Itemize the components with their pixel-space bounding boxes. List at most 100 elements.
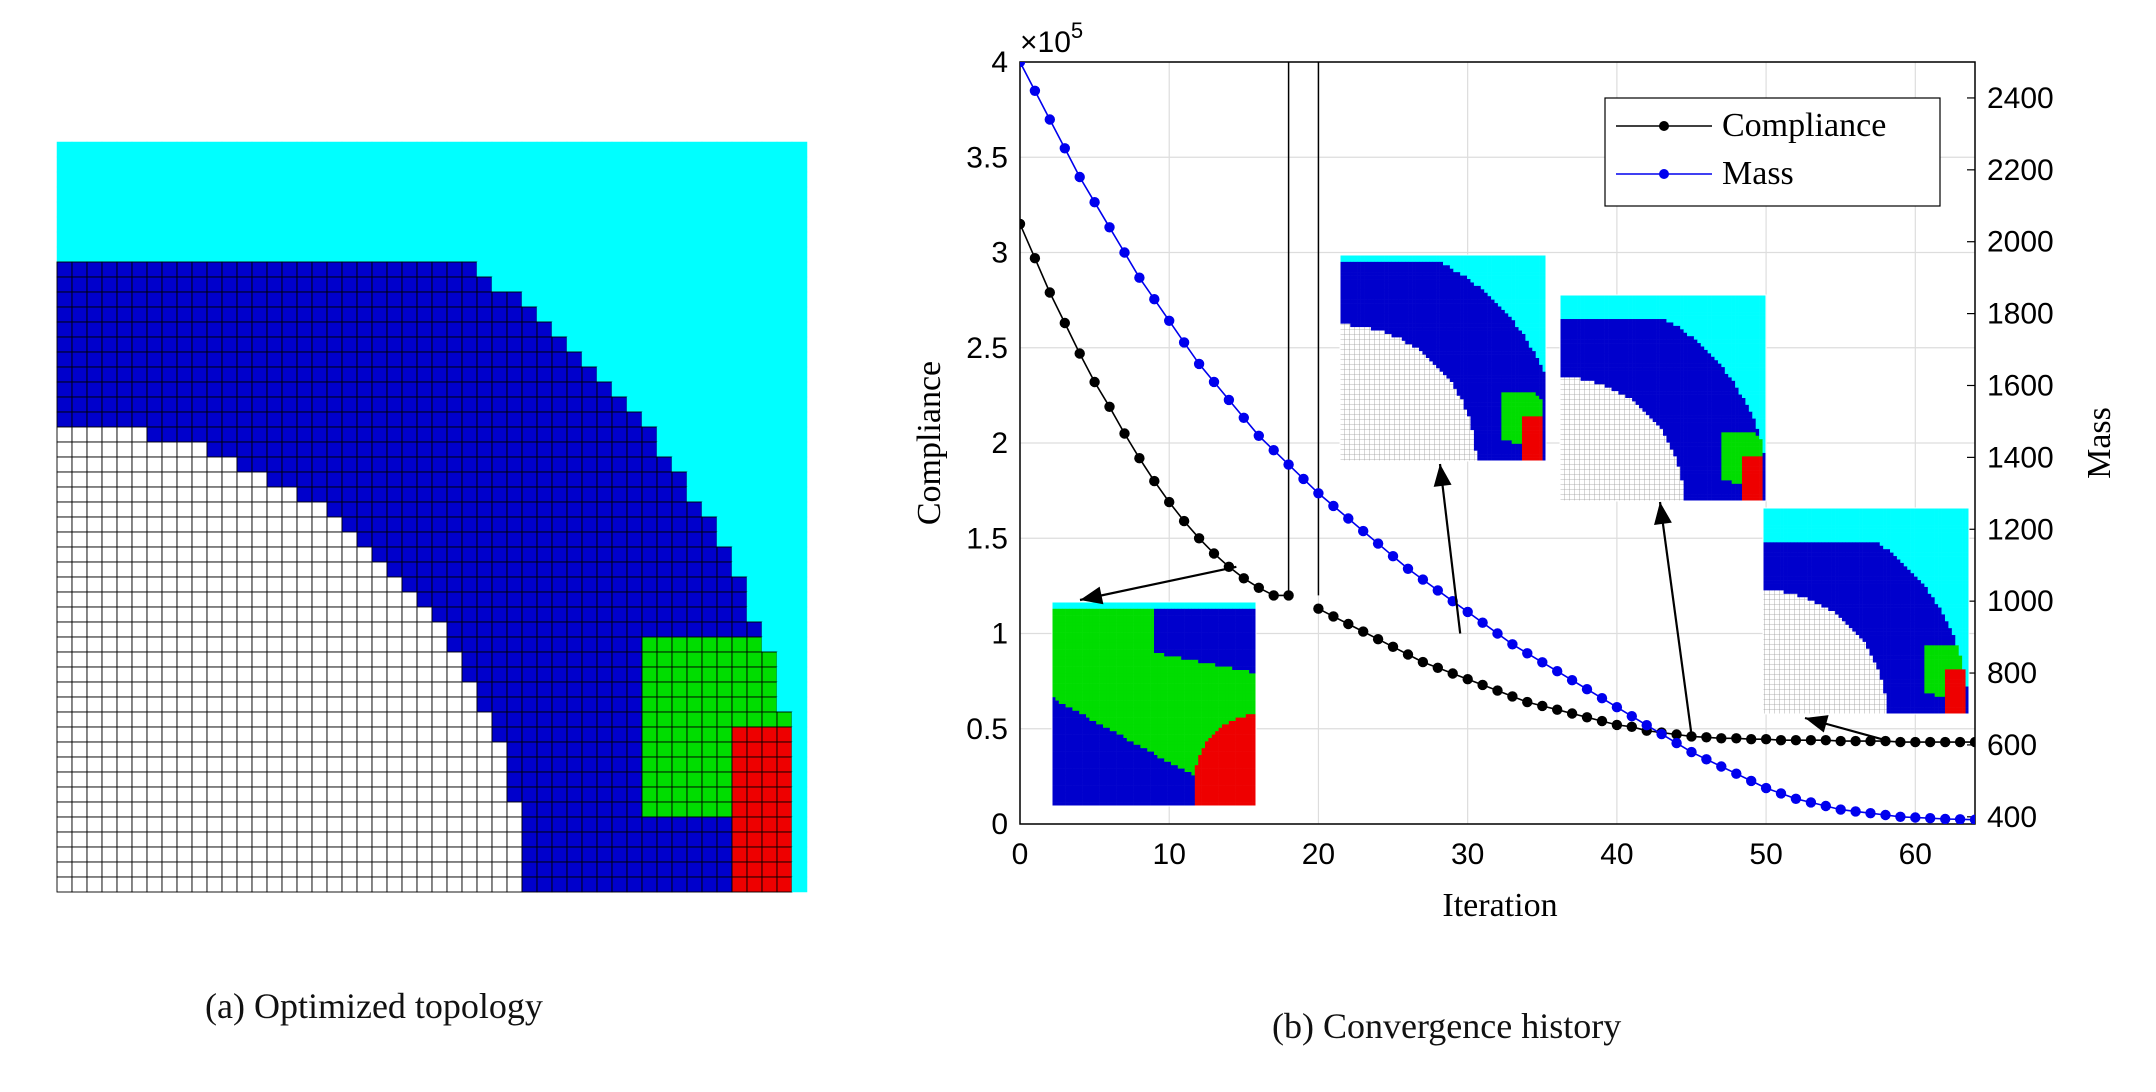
inset-cell <box>1123 673 1128 678</box>
topology-cell <box>431 741 448 758</box>
inset-cell <box>1164 673 1168 678</box>
x-tick-label: 10 <box>1153 838 1186 871</box>
inset-cell <box>1222 625 1226 630</box>
inset-cell <box>1150 605 1155 610</box>
inset-cell <box>1150 704 1155 708</box>
inset-cell <box>1137 710 1141 715</box>
inset-cell <box>1075 646 1080 650</box>
inset-cell <box>1147 690 1151 695</box>
topology-cell <box>701 666 718 683</box>
topology-cell <box>551 711 568 728</box>
topology-cell <box>71 681 88 698</box>
inset-cell <box>1235 608 1240 613</box>
topology-cell <box>281 561 298 578</box>
topology-cell <box>611 411 628 428</box>
inset-cell <box>1194 642 1199 647</box>
inset-cell <box>1167 714 1172 718</box>
break-lines <box>1287 62 1320 596</box>
topology-cell <box>341 801 358 818</box>
inset-cell <box>1147 653 1151 657</box>
topology-cell <box>281 291 298 308</box>
inset-cell <box>1143 629 1148 633</box>
inset-cell <box>1116 717 1121 722</box>
topology-cell <box>446 351 463 368</box>
topology-cell <box>536 471 553 488</box>
topology-cell <box>416 681 433 698</box>
topology-cell <box>341 351 358 368</box>
topology-cell <box>671 471 688 488</box>
mass-point <box>1686 746 1697 758</box>
inset-cell <box>1116 636 1121 640</box>
topology-cell <box>626 531 643 548</box>
topology-cell <box>251 756 268 773</box>
topology-cell <box>641 366 658 383</box>
inset-cell <box>1167 632 1172 637</box>
topology-cell <box>566 846 583 863</box>
inset-cell <box>1058 731 1063 735</box>
topology-cell <box>371 666 388 683</box>
inset-cell <box>1252 697 1257 701</box>
inset-cell <box>1143 676 1148 681</box>
topology-cell <box>506 141 523 158</box>
topology-cell <box>476 381 493 398</box>
inset-cell <box>1133 615 1138 620</box>
topology-cell <box>176 501 193 518</box>
topology-cell <box>356 336 373 353</box>
inset-cell <box>1208 673 1213 678</box>
inset-cell <box>1191 615 1196 620</box>
inset-cell <box>1116 646 1121 650</box>
topology-cell <box>191 171 208 188</box>
inset-cell <box>1205 642 1209 647</box>
topology-cell <box>311 201 328 218</box>
topology-cell <box>701 171 718 188</box>
inset-cell <box>1211 697 1216 701</box>
inset-cell <box>1208 656 1213 661</box>
inset-cell <box>1201 714 1206 718</box>
topology-cell <box>581 651 598 668</box>
topology-cell <box>506 576 523 593</box>
compliance-point <box>1208 548 1220 559</box>
topology-cell <box>776 711 793 728</box>
topology-cell <box>521 546 538 563</box>
inset-cell <box>1198 687 1202 691</box>
topology-cell <box>626 291 643 308</box>
topology-cell <box>296 681 313 698</box>
inset-cell <box>1222 615 1226 620</box>
inset-cell <box>1218 690 1223 695</box>
inset-cell <box>1065 673 1070 678</box>
inset-cell <box>1171 680 1175 684</box>
topology-cell <box>386 741 403 758</box>
inset-cell <box>1157 619 1162 623</box>
inset-cell <box>1150 612 1155 616</box>
topology-cell <box>131 411 148 428</box>
inset-cell <box>1245 714 1250 718</box>
topology-cell <box>776 726 793 743</box>
topology-cell <box>266 681 283 698</box>
topology-cell <box>581 411 598 428</box>
topology-cell <box>701 396 718 413</box>
inset-cell <box>1164 693 1168 698</box>
topology-cell <box>296 171 313 188</box>
topology-cell <box>386 276 403 293</box>
inset-cell <box>1106 673 1111 678</box>
topology-cell <box>641 546 658 563</box>
topology-cell <box>146 711 163 728</box>
inset-cell <box>1055 632 1060 637</box>
inset-cell <box>1082 619 1087 623</box>
inset-cell <box>1079 697 1083 701</box>
inset-cell <box>1075 727 1080 732</box>
topology-cell <box>626 216 643 233</box>
topology-cell <box>536 786 553 803</box>
inset-cell <box>1154 697 1158 701</box>
inset-cell <box>1086 673 1090 678</box>
topology-cell <box>596 216 613 233</box>
topology-cell <box>701 291 718 308</box>
inset-cell <box>1235 700 1240 705</box>
topology-cell <box>626 576 643 593</box>
topology-cell <box>596 876 613 893</box>
inset-cell <box>1058 673 1063 678</box>
topology-cell <box>131 186 148 203</box>
topology-cell <box>596 471 613 488</box>
topology-cell <box>221 141 238 158</box>
topology-cell <box>701 486 718 503</box>
